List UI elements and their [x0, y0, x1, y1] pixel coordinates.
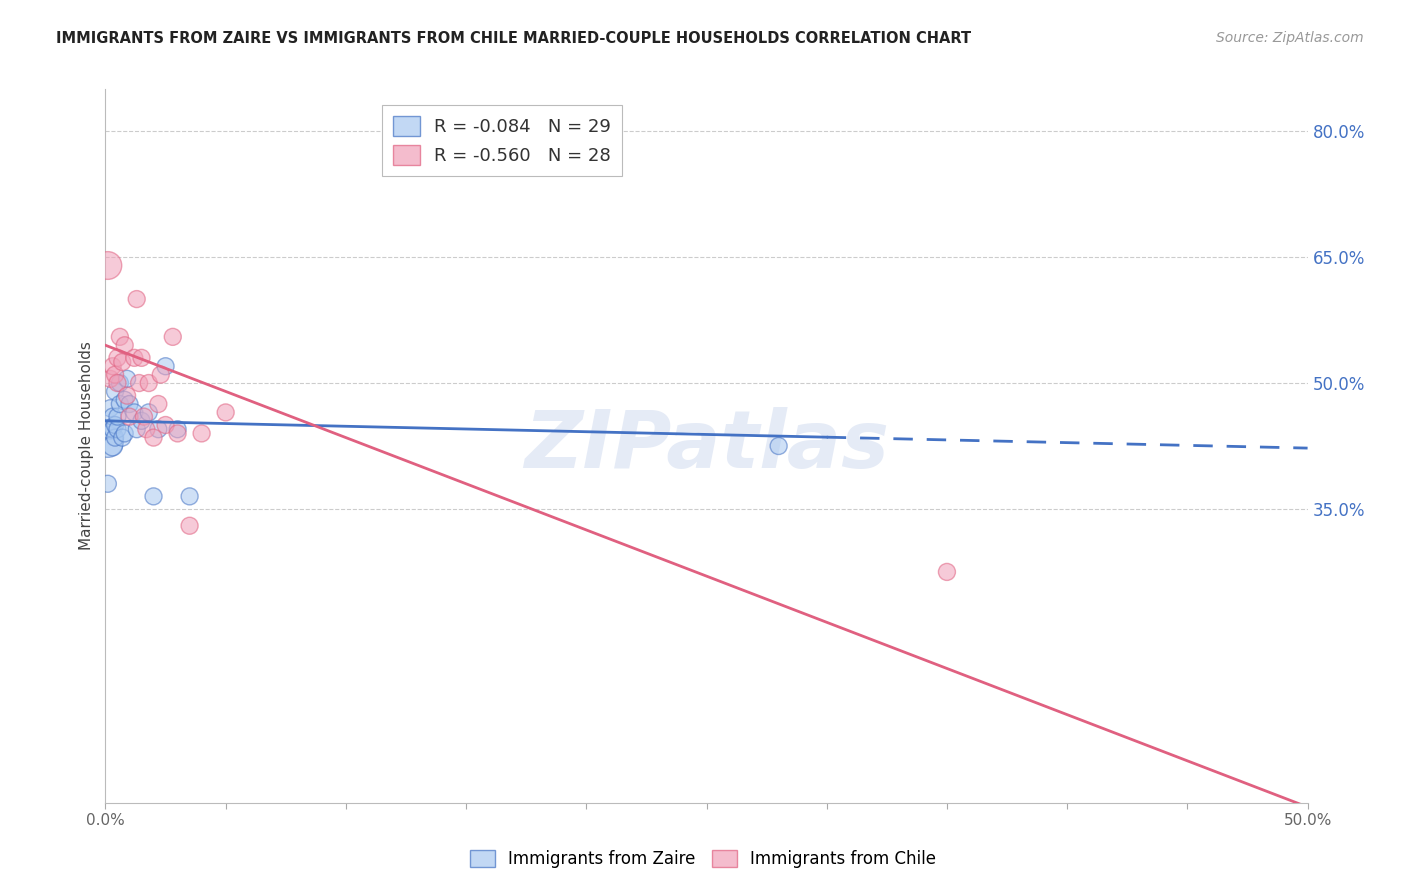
- Point: [97, 259, 120, 273]
- Point: [124, 351, 146, 365]
- Point: [162, 330, 184, 344]
- Point: [104, 368, 127, 382]
- Point: [101, 422, 124, 436]
- Point: [115, 372, 138, 386]
- Point: [124, 405, 146, 419]
- Point: [138, 405, 160, 419]
- Point: [104, 417, 127, 432]
- Text: Source: ZipAtlas.com: Source: ZipAtlas.com: [1216, 31, 1364, 45]
- Point: [101, 359, 124, 374]
- Point: [108, 376, 131, 390]
- Point: [107, 409, 129, 424]
- Point: [179, 489, 201, 503]
- Point: [148, 397, 170, 411]
- Point: [190, 426, 212, 441]
- Text: IMMIGRANTS FROM ZAIRE VS IMMIGRANTS FROM CHILE MARRIED-COUPLE HOUSEHOLDS CORRELA: IMMIGRANTS FROM ZAIRE VS IMMIGRANTS FROM…: [56, 31, 972, 46]
- Point: [107, 351, 129, 365]
- Point: [115, 389, 138, 403]
- Point: [155, 417, 177, 432]
- Point: [155, 359, 177, 374]
- Y-axis label: Married-couple Households: Married-couple Households: [79, 342, 94, 550]
- Point: [108, 397, 131, 411]
- Point: [104, 431, 127, 445]
- Point: [98, 372, 121, 386]
- Point: [768, 439, 790, 453]
- Point: [107, 376, 129, 390]
- Point: [98, 401, 121, 416]
- Point: [97, 476, 120, 491]
- Point: [114, 392, 136, 407]
- Point: [166, 422, 188, 436]
- Point: [118, 409, 141, 424]
- Point: [149, 368, 172, 382]
- Point: [108, 330, 131, 344]
- Point: [125, 422, 148, 436]
- Point: [128, 376, 150, 390]
- Point: [179, 518, 201, 533]
- Point: [101, 439, 124, 453]
- Point: [166, 426, 188, 441]
- Point: [118, 397, 141, 411]
- Point: [111, 355, 134, 369]
- Legend: R = -0.084   N = 29, R = -0.560   N = 28: R = -0.084 N = 29, R = -0.560 N = 28: [382, 105, 623, 176]
- Point: [114, 426, 136, 441]
- Point: [132, 409, 155, 424]
- Point: [111, 431, 134, 445]
- Point: [131, 351, 153, 365]
- Point: [131, 414, 153, 428]
- Point: [214, 405, 236, 419]
- Point: [125, 292, 148, 306]
- Point: [101, 409, 124, 424]
- Point: [138, 376, 160, 390]
- Point: [936, 565, 959, 579]
- Point: [114, 338, 136, 352]
- Text: ZIPatlas: ZIPatlas: [524, 407, 889, 485]
- Point: [142, 431, 165, 445]
- Legend: Immigrants from Zaire, Immigrants from Chile: Immigrants from Zaire, Immigrants from C…: [463, 843, 943, 875]
- Point: [142, 489, 165, 503]
- Point: [148, 422, 170, 436]
- Point: [97, 434, 120, 449]
- Point: [104, 384, 127, 399]
- Point: [98, 422, 121, 436]
- Point: [135, 422, 157, 436]
- Point: [107, 422, 129, 436]
